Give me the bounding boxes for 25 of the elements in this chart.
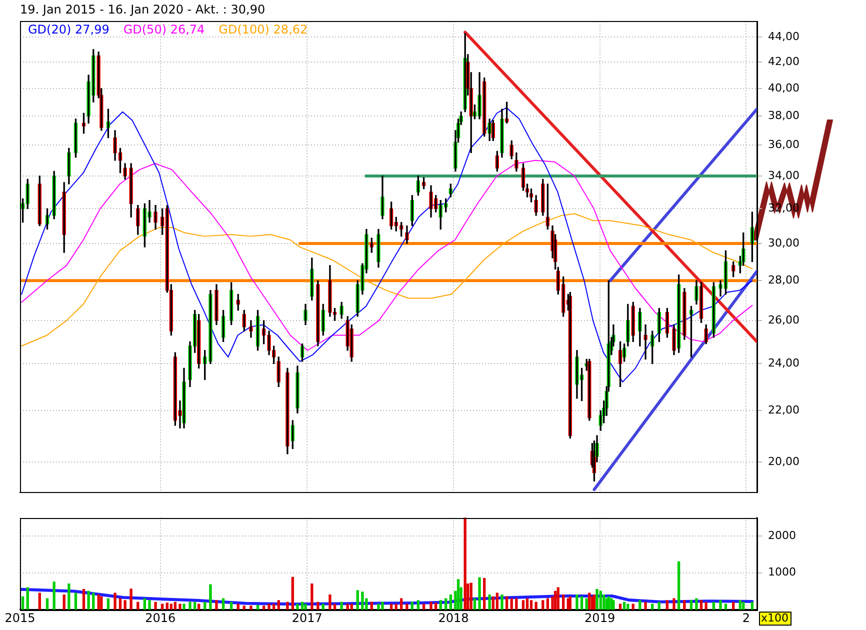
y-tick-label: 30,00 xyxy=(768,236,800,250)
text: GD(20) 27,99 xyxy=(28,22,110,37)
y-tick-label: 2000 xyxy=(768,528,796,542)
chart-title: 19. Jan 2015 - 16. Jan 2020 - Akt. : 30,90 xyxy=(20,2,266,16)
x-tick-label: 2015 xyxy=(4,610,36,625)
y-tick-label: 20,00 xyxy=(768,454,800,468)
y-tick-label: 42,00 xyxy=(768,55,800,68)
text: x100 xyxy=(761,611,789,624)
x-tick-label: 2016 xyxy=(145,610,176,625)
y-tick-label: 1000 xyxy=(768,566,796,579)
text: GD(50) 26,74 xyxy=(123,22,205,37)
y-tick-label: 34,00 xyxy=(768,168,800,182)
y-tick-label: 26,00 xyxy=(768,313,800,326)
x-tick-label: 2017 xyxy=(292,610,322,625)
y-tick-label: 22,00 xyxy=(768,403,800,416)
y-tick-label: 24,00 xyxy=(768,356,800,370)
x-tick-label: 2019 xyxy=(584,610,616,625)
x-tick-label: 2018 xyxy=(438,610,469,625)
x-tick-label: 2 xyxy=(742,610,750,625)
y-tick-label: 40,00 xyxy=(768,81,800,94)
y-tick-label: 44,00 xyxy=(768,30,800,43)
y-tick-label: 36,00 xyxy=(768,138,800,152)
y-tick-label: 38,00 xyxy=(768,108,800,122)
text: GD(100) 28,62 xyxy=(218,22,308,37)
y-tick-label: 28,00 xyxy=(768,273,800,286)
